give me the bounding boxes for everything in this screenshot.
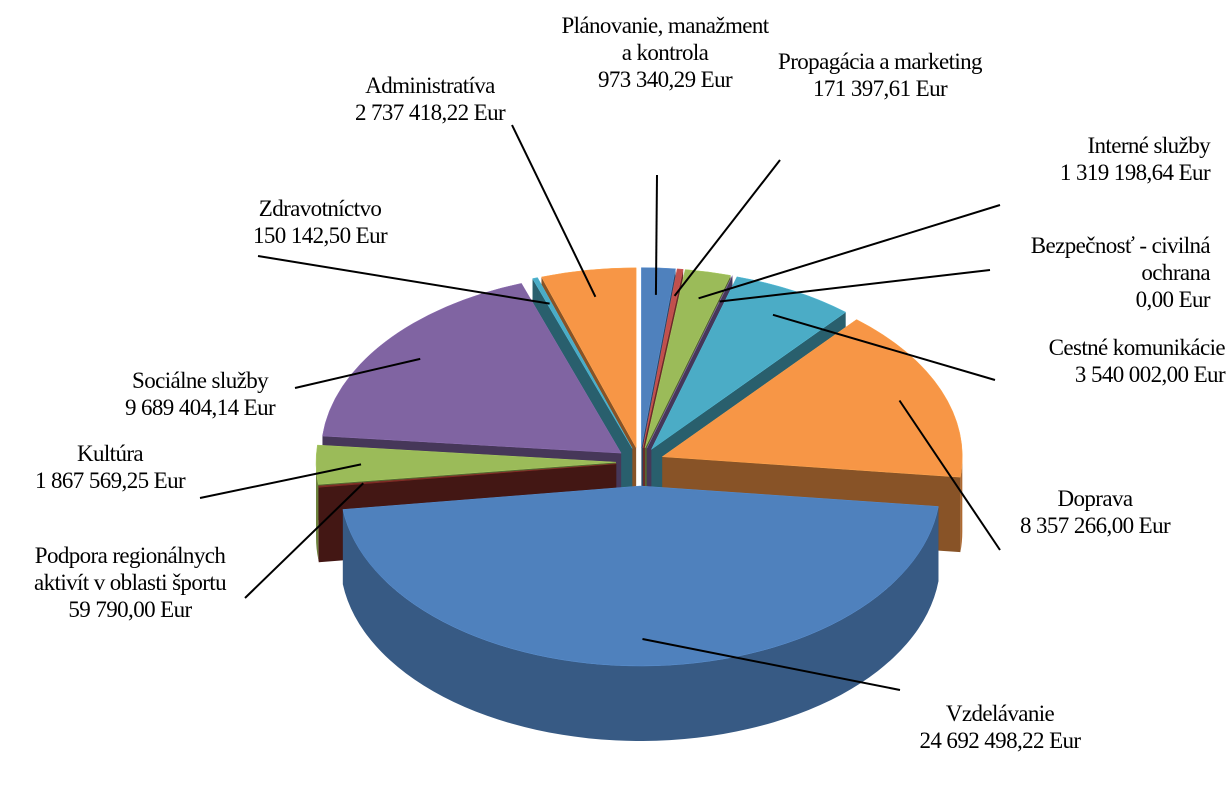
slice-label: Cestné komunikácie 3 540 002,00 Eur	[985, 334, 1226, 388]
slice	[644, 269, 731, 449]
slice	[315, 444, 617, 485]
leader-line	[698, 204, 1001, 300]
value-label: 3 540 002,00 Eur	[1074, 362, 1226, 387]
category-label: Administratíva	[365, 73, 495, 98]
category-label: Propagácia a marketing	[778, 49, 983, 74]
slice-label: Podpora regionálnych aktivít v oblasti š…	[10, 542, 250, 623]
value-label: 59 790,00 Eur	[68, 597, 192, 622]
value-label: 24 692 498,22 Eur	[919, 728, 1081, 753]
leader-line	[673, 159, 781, 297]
slice	[651, 276, 847, 450]
slice	[641, 267, 676, 448]
slice	[342, 485, 939, 667]
value-label: 973 340,29 Eur	[597, 67, 733, 92]
category-label: Podpora regionálnych aktivít v oblasti š…	[34, 543, 227, 595]
value-label: 9 689 404,14 Eur	[124, 395, 276, 420]
slice	[661, 319, 963, 478]
leader-line	[244, 482, 364, 599]
leader-line	[511, 124, 597, 298]
slice-label: Interné služby 1 319 198,64 Eur	[980, 132, 1211, 186]
slice-label: Zdravotníctvo 150 142,50 Eur	[220, 195, 420, 249]
slice-label: Propagácia a marketing 171 397,61 Eur	[775, 48, 985, 102]
value-label: 2 737 418,22 Eur	[354, 100, 506, 125]
leader-line	[654, 174, 658, 295]
slice-side	[316, 462, 319, 560]
slice	[532, 277, 633, 449]
category-label: Kultúra	[76, 441, 144, 466]
slice	[642, 268, 684, 448]
category-label: Sociálne služby	[132, 368, 269, 393]
category-label: Zdravotníctvo	[258, 196, 382, 221]
slice	[322, 283, 622, 454]
slice	[541, 267, 637, 449]
category-label: Vzdelávanie	[945, 701, 1055, 726]
slice-label: Administratíva 2 737 418,22 Eur	[320, 72, 540, 126]
leader-line	[642, 638, 901, 691]
slice-label: Doprava 8 357 266,00 Eur	[985, 485, 1205, 539]
slice-label: Kultúra 1 867 569,25 Eur	[0, 440, 220, 494]
value-label: 1 867 569,25 Eur	[34, 468, 186, 493]
category-label: Bezpečnosť - civilná ochrana	[1030, 233, 1211, 285]
slice-label: Plánovanie, manažment a kontrola 973 340,…	[555, 12, 775, 93]
slice-side	[960, 456, 963, 553]
leader-line	[294, 357, 421, 389]
leader-line	[719, 269, 991, 303]
category-label: Plánovanie, manažment a kontrola	[561, 13, 769, 65]
value-label: 1 319 198,64 Eur	[1059, 160, 1211, 185]
leader-line	[257, 255, 550, 305]
slice-group	[342, 485, 939, 741]
category-label: Interné služby	[1087, 133, 1210, 158]
category-label: Doprava	[1057, 486, 1134, 511]
category-label: Cestné komunikácie	[1048, 335, 1226, 360]
leader-line	[772, 313, 996, 381]
value-label: 0,00 Eur	[1135, 287, 1211, 312]
value-label: 150 142,50 Eur	[252, 223, 388, 248]
slice	[318, 463, 617, 488]
slice-label: Vzdelávanie 24 692 498,22 Eur	[880, 700, 1120, 754]
value-label: 171 397,61 Eur	[812, 76, 948, 101]
value-label: 8 357 266,00 Eur	[1019, 513, 1171, 538]
leader-line	[898, 399, 1001, 551]
slice-side	[342, 506, 939, 741]
slice-label: Sociálne služby 9 689 404,14 Eur	[100, 367, 300, 421]
slice-label: Bezpečnosť - civilná ochrana 0,00 Eur	[960, 232, 1211, 313]
leader-line	[199, 463, 362, 499]
